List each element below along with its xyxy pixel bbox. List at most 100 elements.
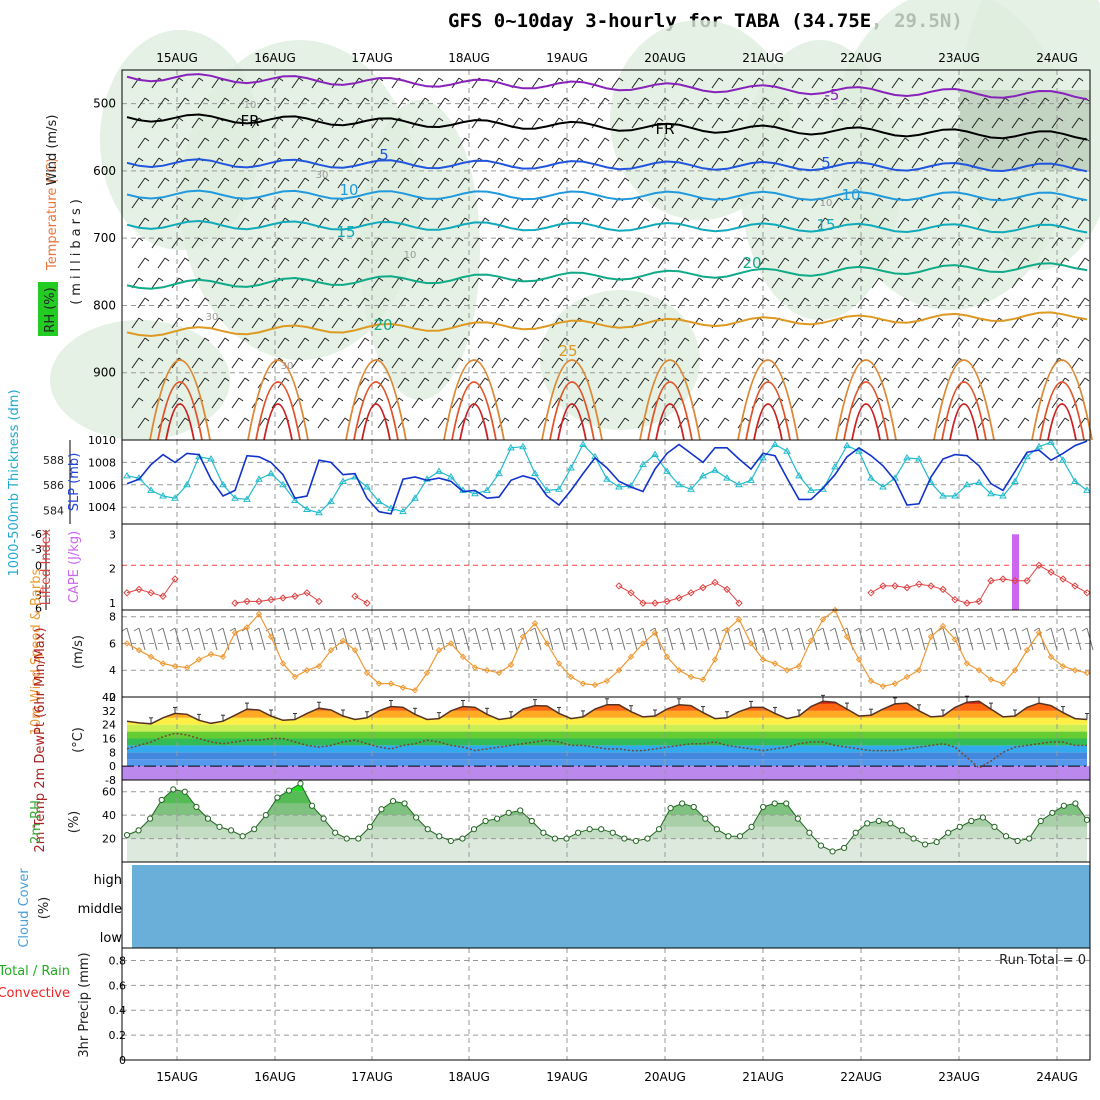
wind-barb [764,217,770,222]
wind10-point [1059,663,1067,670]
wind-barb [197,337,206,349]
wind-barb [911,117,920,129]
diurnal-isotherm [745,381,791,441]
wind-barb [344,377,350,382]
wind-barb [638,357,644,362]
rh2m-point [655,826,663,833]
wind10-barb [121,627,128,632]
wind-barb [264,137,270,142]
wind-barb [838,357,844,362]
wind-barb [251,197,260,209]
wind-barb [771,197,780,209]
wind-barb [477,337,486,349]
wind-barb [804,97,810,102]
thickness-point [663,467,671,474]
wind-barb [324,137,330,142]
wind-barb [344,417,350,422]
wind-barb [811,237,820,249]
top-date-label: 24AUG [1036,51,1078,65]
wind-barb [597,257,606,269]
thickness-point [423,475,431,482]
rh2m-point [898,827,906,834]
rh-band [127,826,1087,839]
wind-barb [564,97,570,102]
wind-barb [997,257,1006,269]
wind-barb [197,177,206,189]
wind10-barb [1062,627,1070,651]
rh2m-point [829,848,836,855]
wind-barb [591,277,600,289]
wind-barb [851,77,860,89]
wind10-barb [769,627,776,632]
wind-barb [704,257,710,262]
wind-barb [664,297,670,302]
wind-barb [424,377,430,382]
wind-barb [711,157,720,169]
wind-barb [918,277,924,282]
temp2m-tick-label: 8 [109,746,116,759]
wind-barb [717,377,726,389]
thickness-point [471,489,479,497]
wind10-point [411,687,419,694]
wind-barb [891,157,900,169]
wind10-barb [817,627,824,632]
wind-barb [777,297,786,309]
wind-barb [364,297,370,302]
wind-barb [337,377,346,389]
wind10-barb [841,627,848,632]
wind-barb [217,257,226,269]
wind-barb [798,117,804,122]
wind-barb [731,77,740,89]
wind10-barb [318,627,326,651]
wind-barb [898,397,904,402]
wind-barb [211,157,220,169]
rh2m-point [817,842,825,849]
wind-barb [1044,97,1050,102]
wind-barb [364,137,370,142]
wind-barb [938,317,944,322]
wind10-barb [541,627,548,632]
wind-barb [497,377,506,389]
wind-barb [157,257,166,269]
rh2m-point [736,833,744,840]
wind-barb [878,397,884,402]
wind-barb [1057,417,1066,429]
rh2m-point [158,796,165,804]
wind10-point [567,673,575,681]
wind-barb [438,277,444,282]
wind-barb [818,397,824,402]
temp-band [127,703,1087,711]
wind-barb [938,157,944,162]
diurnal-isotherm [165,403,195,441]
wind-barb [778,77,784,82]
wind-barb [897,297,906,309]
wind-barb [837,177,846,189]
wind-barb [864,97,870,102]
wind-barb [1044,337,1050,342]
wind-barb [858,197,864,202]
wind-barb [751,277,760,289]
wind-barb [558,157,564,162]
wind10-point [267,633,275,640]
wind-barb [504,97,510,102]
wind-barb [217,377,226,389]
wind10-barb [858,627,866,651]
wind10-point [195,656,203,663]
wind10-point [555,660,563,667]
wind10-barb [810,627,818,651]
wind-barb [991,397,1000,409]
wind-barb [1078,237,1084,242]
wind-barb [284,257,290,262]
wind10-barb [1045,627,1052,632]
wind-barb [1084,297,1090,302]
wind-barb [957,137,966,149]
thickness-point [123,471,131,479]
wind-barb [458,357,464,362]
contour-label: 5 [379,146,389,164]
wind-barb [571,237,580,249]
wind-barb [491,357,500,369]
wind10-point [903,673,911,681]
wind-barb [497,217,506,229]
wind-barb [138,357,144,362]
wind-barb [797,217,806,229]
